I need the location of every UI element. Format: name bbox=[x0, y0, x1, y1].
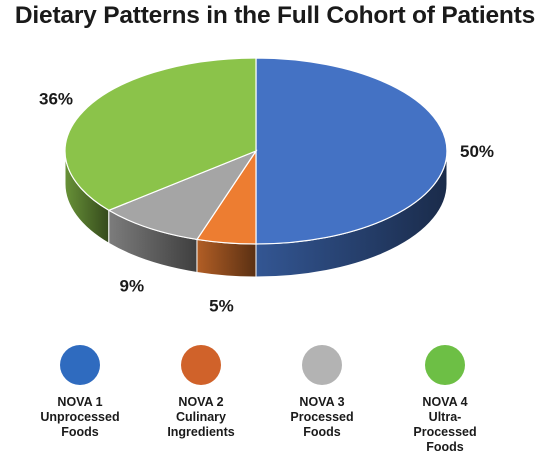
legend-swatch bbox=[425, 345, 465, 385]
legend-label-line: NOVA 2 bbox=[178, 395, 224, 409]
legend-label-line: Foods bbox=[426, 440, 464, 454]
legend-label-line: NOVA 3 bbox=[299, 395, 345, 409]
legend-item: NOVA 1 Unprocessed Foods bbox=[20, 345, 140, 440]
legend-label: NOVA 2 Culinary Ingredients bbox=[141, 395, 261, 440]
legend-swatch bbox=[60, 345, 100, 385]
legend-label-line: Ingredients bbox=[167, 425, 235, 439]
legend-label-line: NOVA 4 bbox=[422, 395, 468, 409]
data-label: 50% bbox=[460, 142, 494, 161]
slice-nova-1-unprocessed-foods bbox=[255, 57, 448, 245]
legend-item: NOVA 3 Processed Foods bbox=[262, 345, 382, 440]
data-label: 5% bbox=[209, 296, 234, 315]
legend-label-line: Culinary bbox=[175, 410, 226, 424]
legend-swatch bbox=[181, 345, 221, 385]
legend-label-line: Foods bbox=[303, 425, 341, 439]
slice-nova-4-ultra-processed-foods bbox=[64, 57, 257, 211]
legend-label-line: Foods bbox=[61, 425, 99, 439]
legend-label-line: Unprocessed bbox=[40, 410, 120, 424]
data-label: 36% bbox=[39, 90, 73, 109]
chart-title: Dietary Patterns in the Full Cohort of P… bbox=[14, 2, 536, 29]
legend-swatch bbox=[302, 345, 342, 385]
legend-label-line: Ultra- bbox=[428, 410, 462, 424]
data-label: 9% bbox=[119, 277, 144, 296]
pie-chart: 50% 5% 9% 36% bbox=[39, 57, 494, 315]
legend-label: NOVA 4 Ultra- Processed Foods bbox=[385, 395, 505, 455]
slice-side-nova-2-culinary-ingredients bbox=[196, 238, 257, 278]
legend-label-line: NOVA 1 bbox=[57, 395, 103, 409]
legend-label: NOVA 1 Unprocessed Foods bbox=[20, 395, 140, 440]
legend-item: NOVA 4 Ultra- Processed Foods bbox=[385, 345, 505, 455]
legend-item: NOVA 2 Culinary Ingredients bbox=[141, 345, 261, 440]
legend-label-line: Processed bbox=[413, 425, 477, 439]
slice-nova-3-processed-foods bbox=[107, 149, 258, 241]
legend-label-line: Processed bbox=[290, 410, 354, 424]
legend-label: NOVA 3 Processed Foods bbox=[262, 395, 382, 440]
